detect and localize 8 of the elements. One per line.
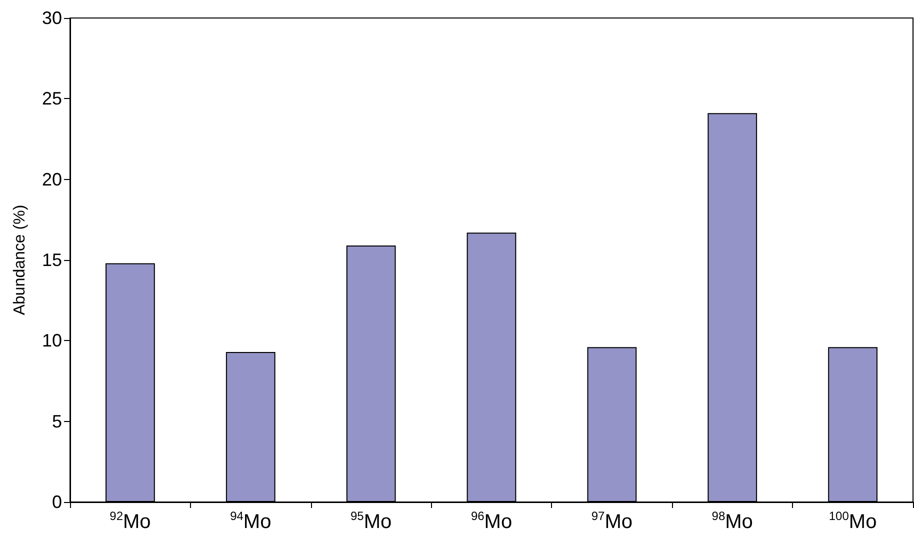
y-tick-label: 5: [52, 411, 62, 432]
y-tick-label: 20: [42, 169, 62, 190]
y-tick-label: 25: [42, 88, 62, 109]
y-tick-label: 15: [42, 250, 62, 270]
y-tick-label: 30: [42, 8, 62, 28]
y-tick-label: 0: [52, 492, 62, 512]
y-axis-title: Abundance (%): [12, 204, 28, 316]
y-tick-label: 10: [42, 330, 62, 351]
